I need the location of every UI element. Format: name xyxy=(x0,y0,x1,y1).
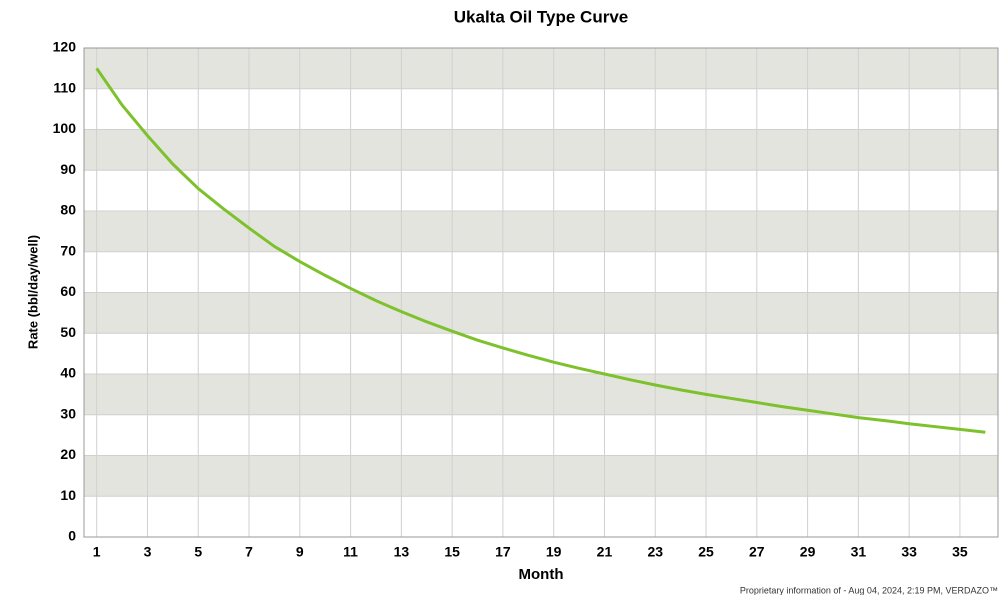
x-tick-label: 9 xyxy=(296,544,304,560)
x-tick-label: 15 xyxy=(444,544,460,560)
grid-band xyxy=(84,455,998,497)
line-series xyxy=(95,67,986,434)
x-tick-label: 21 xyxy=(597,544,613,560)
x-tick-label: 7 xyxy=(245,544,253,560)
y-tick-label: 70 xyxy=(60,242,76,258)
grid-band xyxy=(84,211,998,252)
y-tick-label: 30 xyxy=(60,405,76,421)
grid-band xyxy=(84,374,998,415)
x-tick-label: 19 xyxy=(546,544,562,560)
x-tick-label: 17 xyxy=(495,544,511,560)
x-tick-label: 5 xyxy=(194,544,202,560)
y-tick-label: 10 xyxy=(60,487,76,503)
y-tick-label: 90 xyxy=(60,161,76,177)
grid-band xyxy=(84,48,998,89)
x-tick-label: 27 xyxy=(749,544,765,560)
y-tick-label: 20 xyxy=(60,446,76,462)
x-tick-label: 35 xyxy=(952,544,968,560)
footer: Proprietary information of - Aug 04, 202… xyxy=(740,585,998,595)
grid-band xyxy=(84,129,998,171)
y-tick-label: 50 xyxy=(60,324,76,340)
y-tick-label: 0 xyxy=(68,528,76,544)
y-tick-label: 40 xyxy=(60,365,76,381)
x-tick-label: 31 xyxy=(851,544,867,560)
chart-title: Ukalta Oil Type Curve xyxy=(454,7,628,26)
y-tick-label: 110 xyxy=(53,79,76,95)
y-tick-label: 120 xyxy=(53,39,77,55)
y-tick-label: 80 xyxy=(60,202,76,218)
y-tick-label: 60 xyxy=(60,283,76,299)
x-axis-label: Month xyxy=(519,566,564,583)
grid-band xyxy=(84,292,998,334)
x-tick-label: 1 xyxy=(93,544,101,560)
x-tick-label: 33 xyxy=(901,544,917,560)
x-tick-label: 13 xyxy=(394,544,410,560)
y-tick-label: 100 xyxy=(53,120,77,136)
x-tick-label: 29 xyxy=(800,544,816,560)
x-tick-label: 3 xyxy=(144,544,152,560)
x-tick-label: 23 xyxy=(647,544,663,560)
x-tick-label: 11 xyxy=(343,544,358,560)
x-tick-label: 25 xyxy=(698,544,714,560)
y-axis-label: Rate (bbl/day/well) xyxy=(25,235,40,349)
plot-border xyxy=(83,47,999,538)
